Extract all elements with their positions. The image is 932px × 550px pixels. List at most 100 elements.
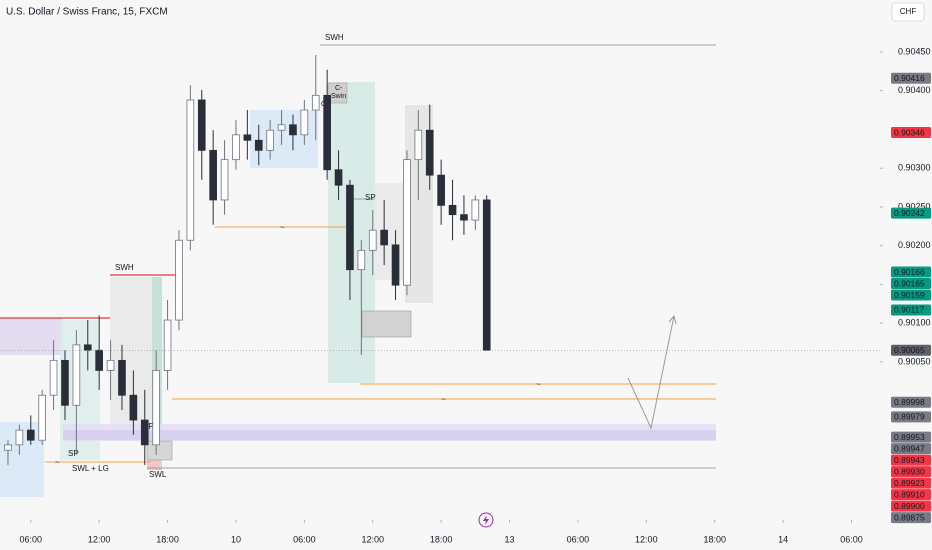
candle-body — [186, 99, 195, 241]
candle-body — [118, 359, 126, 396]
price-badge — [891, 454, 931, 466]
drawing-label: SWH — [115, 263, 134, 272]
price-badge — [891, 127, 931, 139]
candle-body — [482, 199, 491, 351]
price-badge — [891, 344, 931, 356]
candle-body — [414, 129, 423, 161]
price-badge-label: 0.89930 — [894, 466, 925, 476]
x-tick-label: 06:00 — [293, 534, 316, 544]
x-tick-label: 06:00 — [840, 534, 863, 544]
lightning-glyph — [483, 515, 489, 525]
candle-body — [15, 429, 24, 446]
candle-body — [197, 99, 206, 151]
candle-body — [311, 94, 320, 111]
price-badge-label: 0.89953 — [894, 432, 925, 442]
y-tick-label: 0.90300 — [898, 163, 931, 173]
price-badge-label: 0.90117 — [894, 305, 924, 315]
candle-body — [83, 344, 92, 351]
price-badge-label: 0.89947 — [894, 443, 925, 453]
candle-body — [209, 149, 217, 201]
drawing-label: ~ — [441, 395, 446, 404]
candle-body — [95, 349, 103, 371]
price-badge — [891, 278, 931, 290]
price-badge — [891, 289, 931, 301]
candle-body — [140, 419, 149, 446]
candle-body — [266, 129, 274, 151]
drawing-label: ~ — [536, 380, 541, 389]
price-badge-label: 0.90416 — [894, 73, 925, 83]
lightning-icon[interactable] — [478, 512, 494, 528]
x-tick-label: 10 — [231, 534, 241, 544]
zone — [63, 430, 716, 440]
candle-body — [163, 319, 172, 371]
zone — [375, 183, 405, 280]
candle-body — [380, 229, 388, 246]
drawing-label: SP — [68, 449, 79, 458]
price-badge — [891, 304, 931, 316]
candle-body — [26, 429, 35, 441]
candle-body — [437, 174, 445, 206]
x-tick-label: 12:00 — [635, 534, 658, 544]
currency-button[interactable] — [891, 2, 925, 22]
drawing-label: ~ — [280, 223, 285, 232]
y-tick-label: 0.90050 — [898, 356, 931, 366]
candle-body — [357, 249, 366, 271]
price-badge-label: 0.90242 — [894, 208, 925, 218]
price-badge-label: 0.89979 — [894, 412, 925, 422]
price-badge-label: 0.90159 — [894, 290, 925, 300]
candle-body — [220, 159, 229, 201]
candle-body — [323, 94, 331, 171]
x-tick-label: 06:00 — [20, 534, 43, 544]
candle-body — [471, 199, 480, 221]
x-tick-label: 13 — [505, 534, 515, 544]
currency-button-label[interactable]: CHF — [900, 7, 917, 16]
candle-body — [152, 370, 160, 446]
drawing-label: SWL — [149, 470, 167, 479]
drawing-label: C- — [335, 85, 343, 92]
price-badge — [891, 512, 931, 524]
candle-body — [277, 124, 286, 131]
price-badge-label: 0.89875 — [894, 512, 925, 522]
candle-body — [243, 134, 252, 141]
candle-body — [254, 139, 263, 151]
x-tick-label: 18:00 — [430, 534, 453, 544]
candle-body — [49, 359, 58, 396]
y-tick-label: 0.90100 — [898, 318, 931, 328]
label-box — [327, 82, 348, 104]
x-tick-label: 06:00 — [567, 534, 590, 544]
y-tick-label: 0.90200 — [898, 240, 931, 250]
price-badge-label: 0.89998 — [894, 397, 925, 407]
candle-body — [61, 359, 69, 406]
arrow-head — [668, 314, 677, 325]
price-badge — [891, 489, 931, 501]
candle-body — [368, 229, 377, 251]
candle-body — [334, 169, 343, 186]
price-badge — [891, 431, 931, 443]
price-badge-label: 0.89910 — [894, 489, 925, 499]
x-tick-label: 18:00 — [703, 534, 726, 544]
price-badge — [891, 443, 931, 455]
drawing-label: Swin — [331, 93, 346, 100]
y-tick-label: 0.90400 — [898, 85, 931, 95]
price-badge-label: 0.89943 — [894, 455, 925, 465]
price-badge-label: 0.90346 — [894, 127, 925, 137]
price-badge-label: 0.89923 — [894, 478, 925, 488]
price-badge — [891, 411, 931, 423]
candle-body — [175, 239, 183, 321]
price-badge — [891, 466, 931, 478]
price-badge-label: 0.89900 — [894, 501, 925, 511]
candle-body — [448, 204, 457, 216]
candle-body — [300, 109, 309, 136]
chart-title: U.S. Dollar / Swiss Franc, 15, FXCM — [6, 7, 168, 18]
drawing-label: SWL + LG — [72, 464, 109, 473]
drawing-label: ~ — [55, 458, 60, 467]
candle-body — [129, 394, 138, 421]
candle-body — [106, 359, 115, 371]
candle-body — [38, 394, 46, 441]
y-tick-label: 0.90250 — [898, 201, 931, 211]
price-badge — [891, 72, 931, 84]
candle-body — [4, 444, 12, 451]
x-tick-label: 18:00 — [156, 534, 179, 544]
